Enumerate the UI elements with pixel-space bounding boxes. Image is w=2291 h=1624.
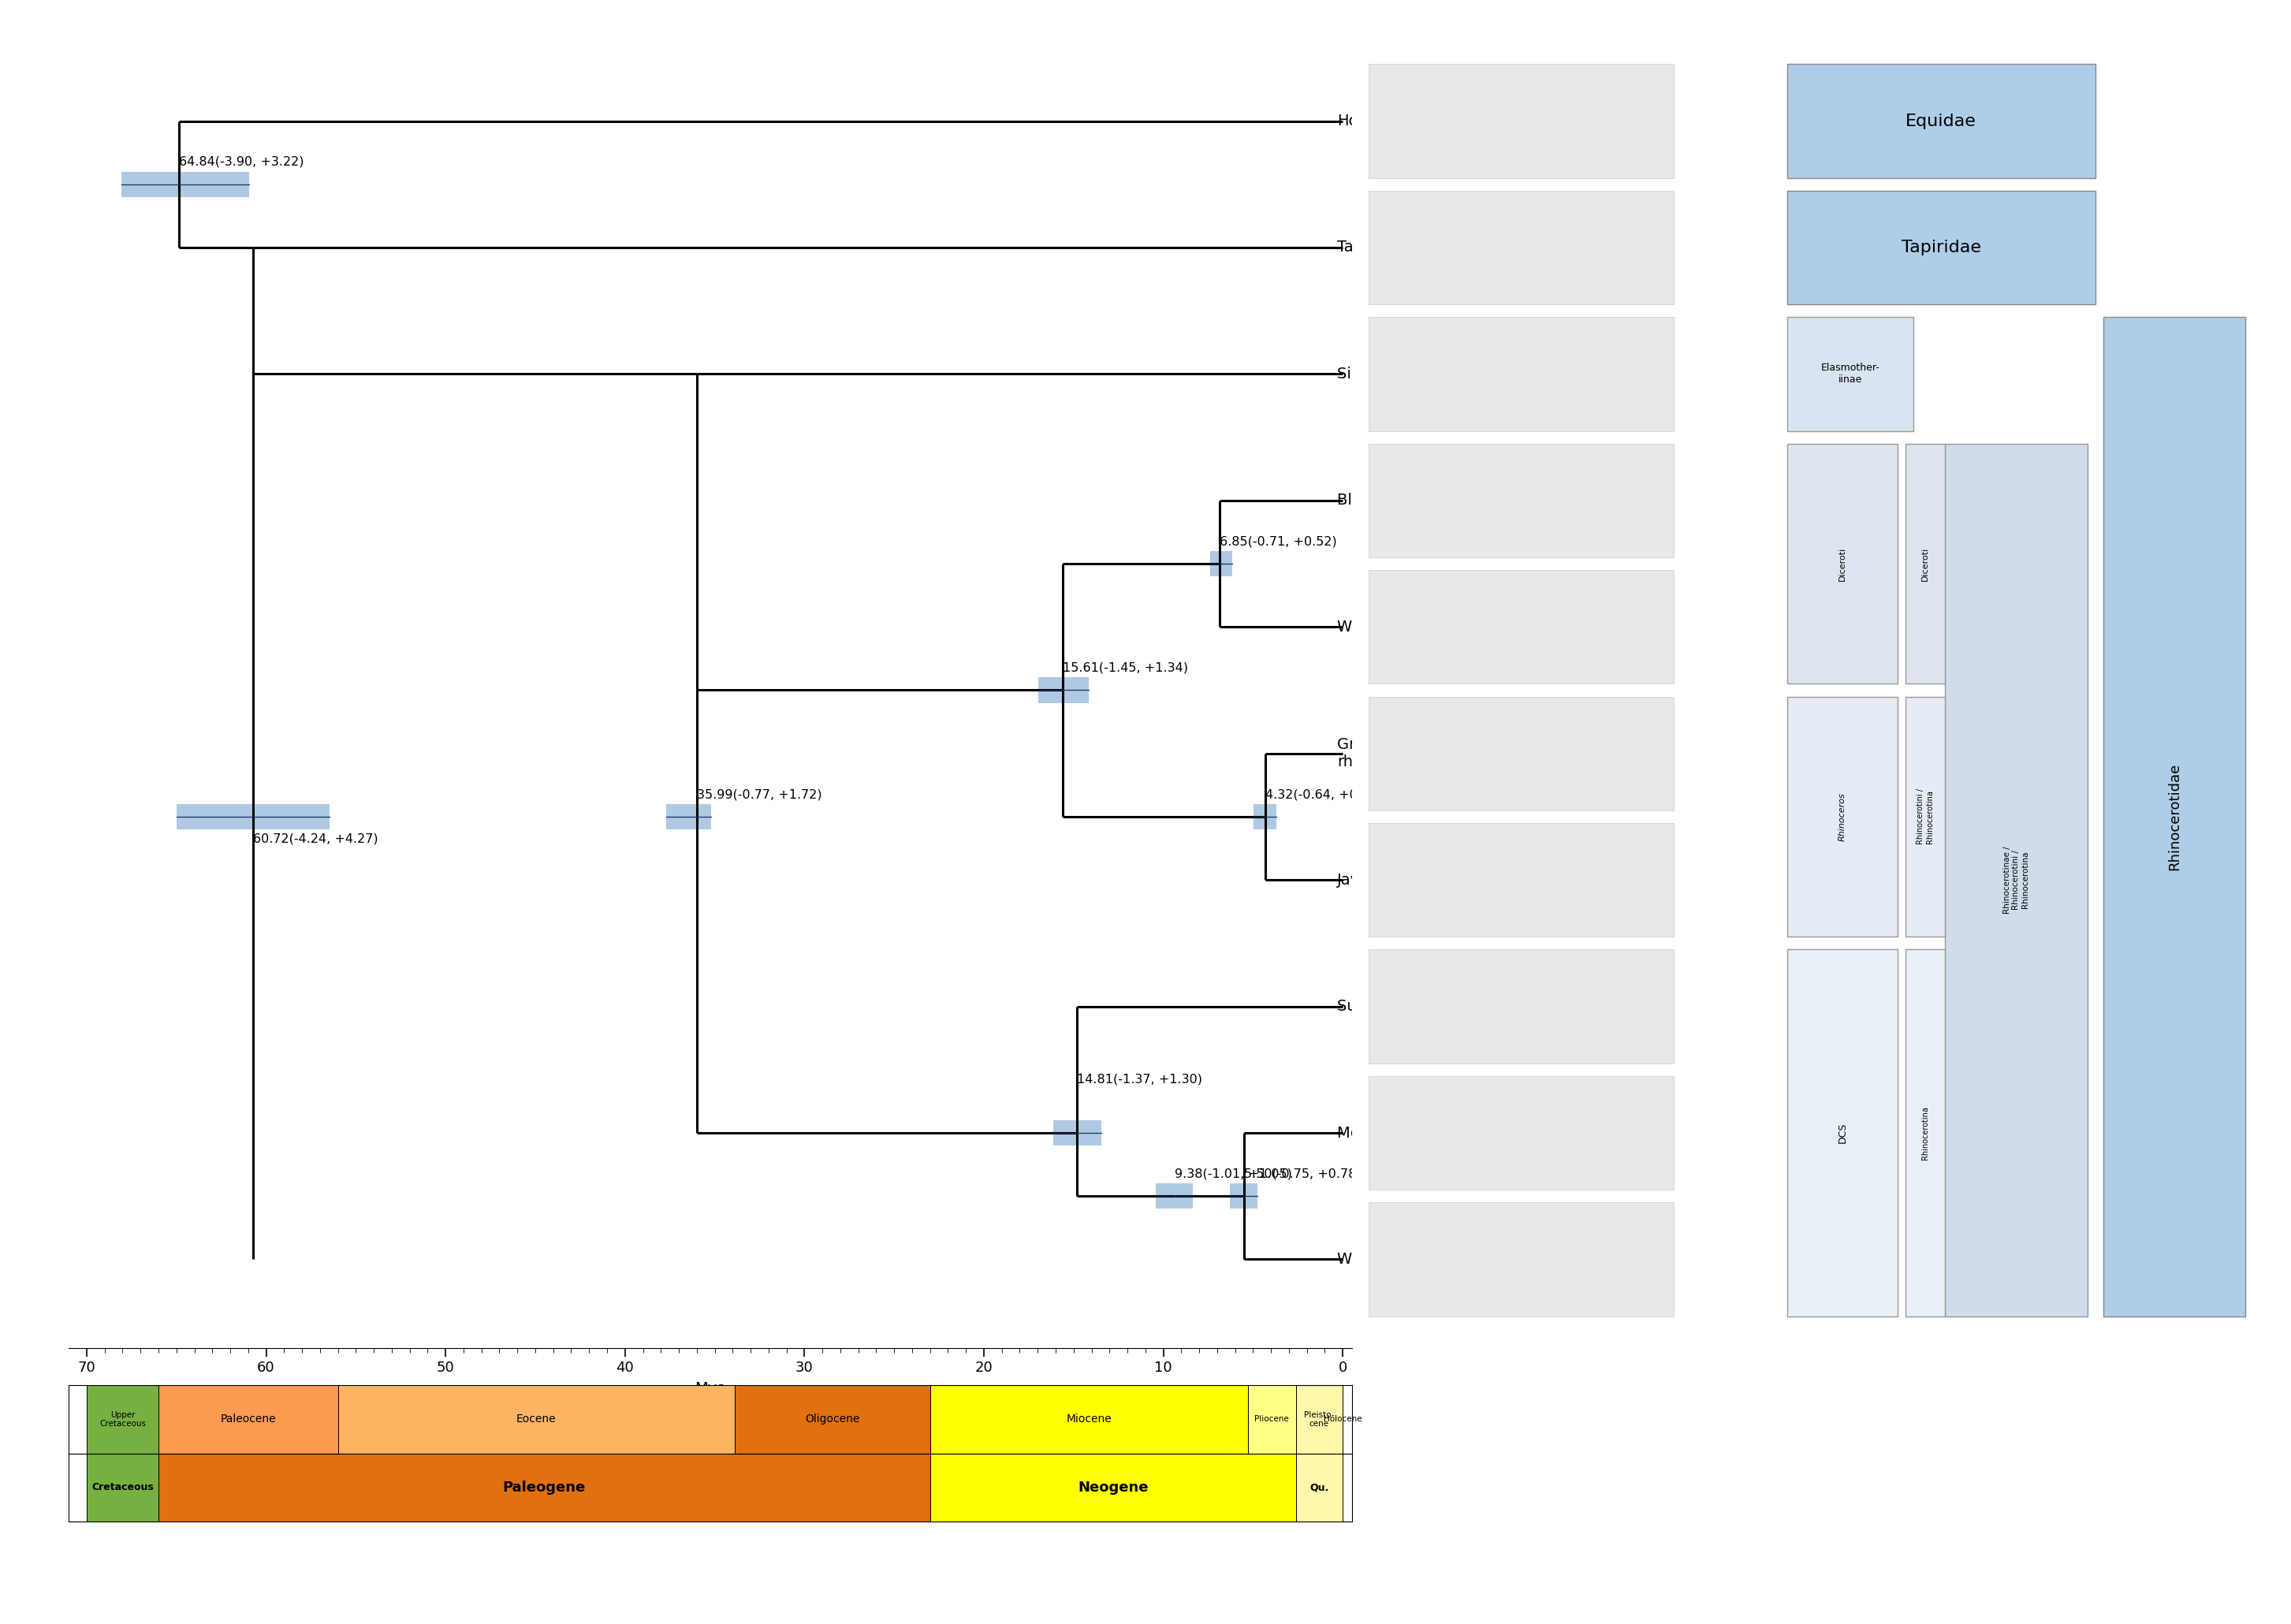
Text: Black rhinoceros: Black rhinoceros xyxy=(1338,494,1464,508)
Text: Paleogene: Paleogene xyxy=(502,1481,586,1494)
Text: DCS: DCS xyxy=(1837,1122,1847,1143)
Text: Diceroti: Diceroti xyxy=(1837,547,1847,581)
Bar xyxy=(1368,1202,1675,1317)
Text: Tapiridae: Tapiridae xyxy=(1902,240,1982,255)
Text: Rhinocerotinae /
Rhinocerotini /
Rhinocerotina: Rhinocerotinae / Rhinocerotini / Rhinoce… xyxy=(2002,846,2030,914)
Bar xyxy=(1210,551,1233,577)
Text: Javan rhinoceros: Javan rhinoceros xyxy=(1338,872,1464,887)
Bar xyxy=(158,1453,930,1522)
Text: 9.38(-1.01, +1.05): 9.38(-1.01, +1.05) xyxy=(1175,1168,1292,1179)
Text: Rhinocerotini /
Rhinocerotina: Rhinocerotini / Rhinocerotina xyxy=(1918,789,1934,844)
Bar xyxy=(1230,1184,1258,1208)
Bar xyxy=(1368,697,1675,810)
Text: Cretaceous: Cretaceous xyxy=(92,1483,153,1492)
Text: Holocene: Holocene xyxy=(1324,1416,1361,1423)
Bar xyxy=(158,1385,337,1453)
Text: Elasmother-
iinae: Elasmother- iinae xyxy=(1821,362,1879,385)
Bar xyxy=(1368,570,1675,684)
Bar xyxy=(87,1453,158,1522)
Bar xyxy=(1368,63,1675,179)
Text: Upper
Cretaceous: Upper Cretaceous xyxy=(99,1411,147,1427)
Text: Qu.: Qu. xyxy=(1310,1483,1329,1492)
Text: 60.72(-4.24, +4.27): 60.72(-4.24, +4.27) xyxy=(254,833,378,844)
Text: 15.61(-1.45, +1.34): 15.61(-1.45, +1.34) xyxy=(1063,663,1189,674)
Bar xyxy=(2103,317,2245,1317)
Text: Pleisto-
cene: Pleisto- cene xyxy=(1304,1411,1336,1427)
Text: Sumatran rhinoceros: Sumatran rhinoceros xyxy=(1338,999,1498,1013)
Bar xyxy=(1249,1385,1297,1453)
Bar xyxy=(1253,804,1276,830)
Bar xyxy=(667,804,710,830)
Bar xyxy=(1038,677,1088,703)
Bar xyxy=(87,1385,158,1453)
Text: Diceroti: Diceroti xyxy=(1922,547,1929,581)
Bar xyxy=(1906,950,1945,1317)
Bar xyxy=(735,1385,930,1453)
Text: Greater one-horned
rhinoceros: Greater one-horned rhinoceros xyxy=(1338,737,1489,770)
X-axis label: Mya: Mya xyxy=(694,1382,726,1397)
Text: Tapir: Tapir xyxy=(1338,240,1375,255)
Text: Paleocene: Paleocene xyxy=(220,1415,275,1424)
Bar xyxy=(1155,1184,1194,1208)
Text: Miocene: Miocene xyxy=(1065,1415,1111,1424)
Bar xyxy=(1054,1121,1102,1145)
Bar xyxy=(337,1385,735,1453)
Bar xyxy=(1945,443,2087,1317)
Text: 35.99(-0.77, +1.72): 35.99(-0.77, +1.72) xyxy=(696,788,822,801)
Bar xyxy=(1787,190,2096,304)
Bar xyxy=(1368,1077,1675,1190)
Bar xyxy=(930,1453,1297,1522)
Text: Woolly rhinoceros †: Woolly rhinoceros † xyxy=(1338,1252,1487,1267)
Text: 6.85(-0.71, +0.52): 6.85(-0.71, +0.52) xyxy=(1219,536,1338,547)
Text: 14.81(-1.37, +1.30): 14.81(-1.37, +1.30) xyxy=(1077,1073,1203,1085)
Bar xyxy=(1368,317,1675,430)
Text: Equidae: Equidae xyxy=(1906,114,1977,128)
Bar xyxy=(1787,697,1897,937)
Bar xyxy=(1906,697,1945,937)
Bar xyxy=(1368,443,1675,557)
Text: Neogene: Neogene xyxy=(1077,1481,1148,1494)
Text: Rhinocerotina: Rhinocerotina xyxy=(1922,1106,1929,1160)
Text: Oligocene: Oligocene xyxy=(804,1415,859,1424)
Text: Rhinoceros: Rhinoceros xyxy=(1837,793,1847,841)
Bar xyxy=(1787,443,1897,684)
Text: Siberian unicorn †: Siberian unicorn † xyxy=(1338,367,1475,382)
Bar xyxy=(930,1385,1249,1453)
Bar xyxy=(1297,1453,1343,1522)
Bar xyxy=(176,804,330,830)
Bar xyxy=(1368,823,1675,937)
Bar xyxy=(1787,63,2096,179)
Text: 5.50(-0.75, +0.78): 5.50(-0.75, +0.78) xyxy=(1244,1168,1361,1179)
Text: 4.32(-0.64, +0.67): 4.32(-0.64, +0.67) xyxy=(1265,788,1381,801)
Bar xyxy=(1297,1385,1343,1453)
Bar xyxy=(1787,317,1913,430)
Bar xyxy=(121,172,250,197)
Text: White rhinoceros: White rhinoceros xyxy=(1338,619,1469,635)
Text: Pliocene: Pliocene xyxy=(1255,1416,1290,1423)
Text: Horse: Horse xyxy=(1338,114,1381,128)
Bar xyxy=(1368,950,1675,1064)
Bar xyxy=(1368,190,1675,304)
Text: 64.84(-3.90, +3.22): 64.84(-3.90, +3.22) xyxy=(179,156,305,167)
Bar xyxy=(1787,950,1897,1317)
Text: Rhinocerotidae: Rhinocerotidae xyxy=(2167,763,2181,870)
Bar xyxy=(1906,443,1945,684)
Text: Merck's rhinoceros †: Merck's rhinoceros † xyxy=(1338,1125,1494,1140)
Text: Eocene: Eocene xyxy=(515,1415,557,1424)
